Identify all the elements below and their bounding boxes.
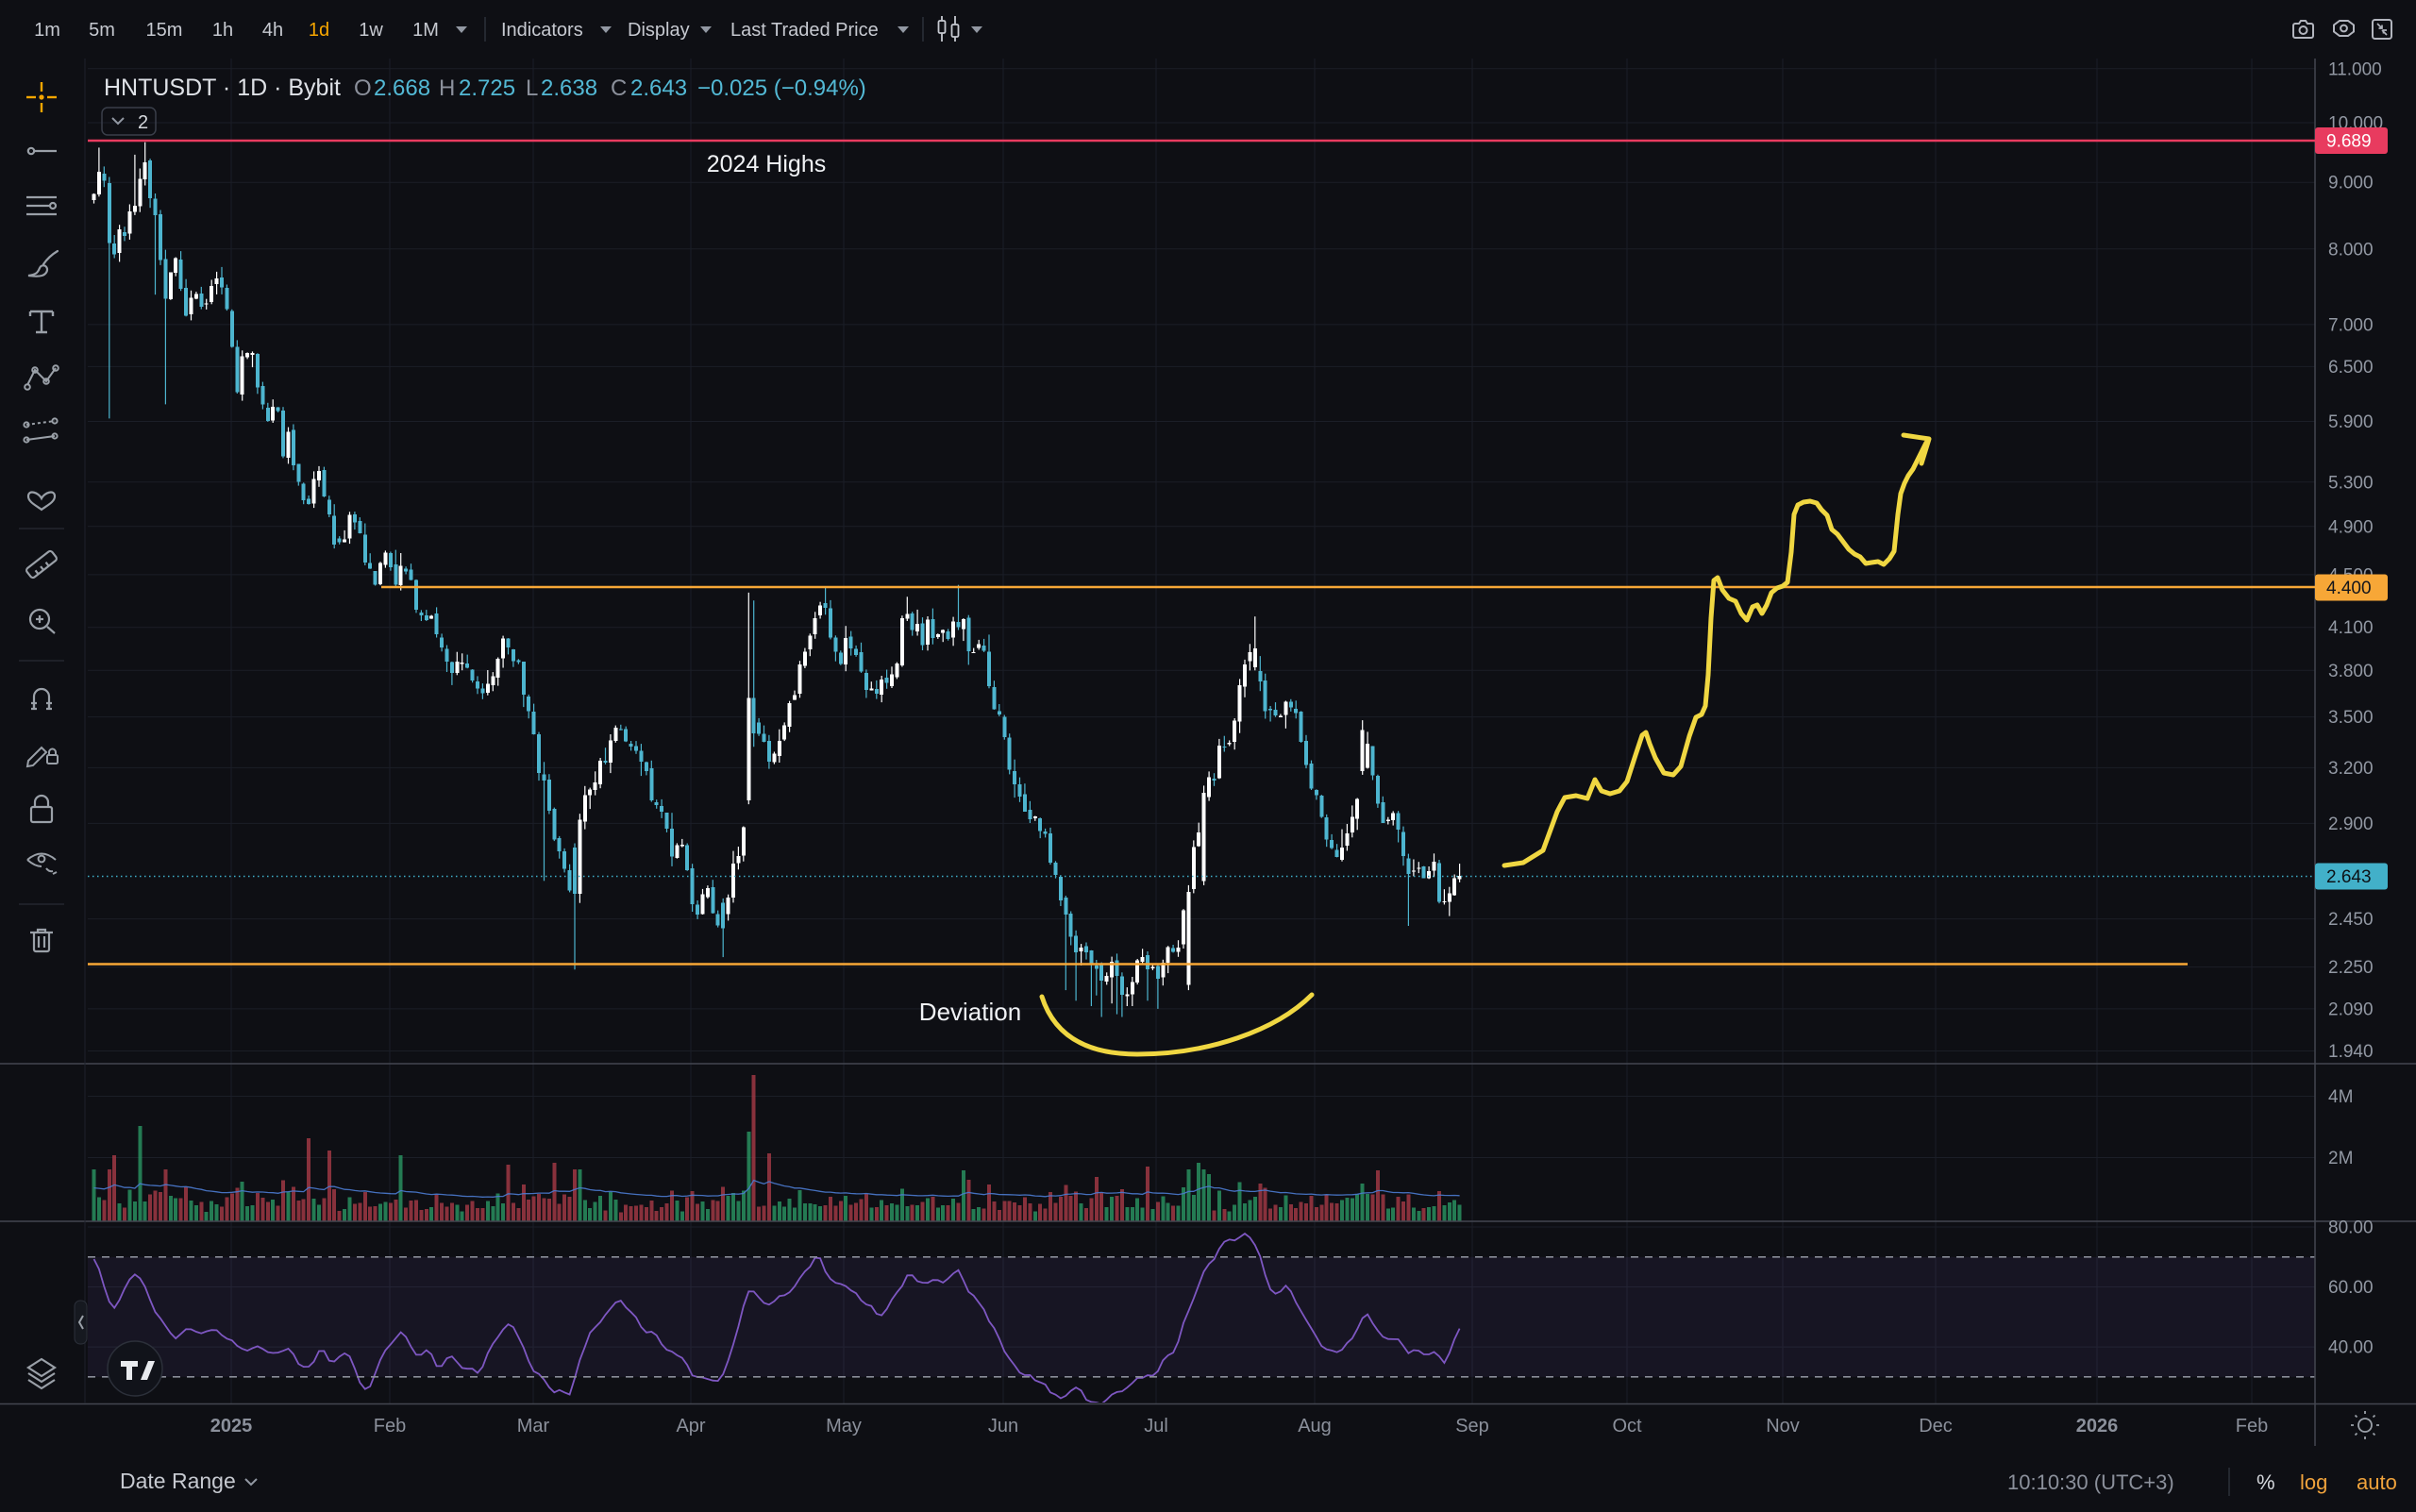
svg-text:4h: 4h — [262, 20, 283, 41]
svg-text:2.725: 2.725 — [459, 76, 515, 101]
svg-text:2.250: 2.250 — [2328, 958, 2374, 978]
svg-text:3.200: 3.200 — [2328, 759, 2374, 779]
svg-text:7.000: 7.000 — [2328, 315, 2374, 335]
svg-text:H: H — [439, 76, 455, 101]
svg-text:Indicators: Indicators — [501, 20, 583, 41]
svg-text:1M: 1M — [412, 20, 439, 41]
svg-text:2.900: 2.900 — [2328, 815, 2374, 834]
svg-text:15m: 15m — [146, 20, 183, 41]
svg-text:−0.025 (−0.94%): −0.025 (−0.94%) — [697, 76, 866, 101]
svg-text:8.000: 8.000 — [2328, 240, 2374, 260]
svg-text:Date Range: Date Range — [120, 1469, 236, 1493]
svg-text:HNTUSDT · 1D · Bybit: HNTUSDT · 1D · Bybit — [104, 75, 341, 101]
svg-text:2.450: 2.450 — [2328, 910, 2374, 930]
svg-text:80.00: 80.00 — [2328, 1218, 2374, 1238]
svg-text:2.643: 2.643 — [630, 76, 687, 101]
svg-text:Jul: Jul — [1144, 1416, 1168, 1436]
svg-text:1d: 1d — [309, 20, 329, 41]
svg-text:Deviation: Deviation — [919, 998, 1021, 1026]
svg-text:2: 2 — [138, 112, 148, 133]
svg-text:Feb: Feb — [374, 1416, 406, 1436]
svg-text:Jun: Jun — [988, 1416, 1018, 1436]
svg-text:2025: 2025 — [210, 1416, 253, 1436]
svg-text:May: May — [826, 1416, 862, 1436]
svg-text:60.00: 60.00 — [2328, 1278, 2374, 1298]
svg-text:2M: 2M — [2328, 1149, 2353, 1168]
svg-text:%: % — [2257, 1470, 2275, 1494]
svg-text:Nov: Nov — [1766, 1416, 1800, 1436]
svg-text:Aug: Aug — [1298, 1416, 1332, 1436]
svg-text:Sep: Sep — [1455, 1416, 1489, 1436]
svg-text:6.500: 6.500 — [2328, 358, 2374, 378]
svg-text:3.800: 3.800 — [2328, 662, 2374, 681]
svg-text:2026: 2026 — [2076, 1416, 2119, 1436]
svg-text:10:10:30 (UTC+3): 10:10:30 (UTC+3) — [2007, 1470, 2174, 1494]
svg-text:4.900: 4.900 — [2328, 517, 2374, 537]
svg-text:C: C — [611, 76, 627, 101]
svg-text:Apr: Apr — [676, 1416, 705, 1436]
svg-text:Mar: Mar — [517, 1416, 550, 1436]
svg-text:2.668: 2.668 — [374, 76, 430, 101]
svg-text:1m: 1m — [34, 20, 60, 41]
svg-text:40.00: 40.00 — [2328, 1338, 2374, 1358]
svg-text:Display: Display — [628, 20, 690, 41]
svg-text:5.900: 5.900 — [2328, 412, 2374, 432]
svg-text:5m: 5m — [89, 20, 115, 41]
svg-text:4.100: 4.100 — [2328, 618, 2374, 638]
svg-text:L: L — [526, 76, 538, 101]
svg-text:2.643: 2.643 — [2326, 867, 2372, 887]
svg-text:2.638: 2.638 — [541, 76, 597, 101]
svg-text:11.000: 11.000 — [2328, 59, 2382, 79]
svg-text:9.000: 9.000 — [2328, 174, 2374, 193]
svg-text:auto: auto — [2357, 1470, 2397, 1494]
svg-text:Dec: Dec — [1919, 1416, 1953, 1436]
svg-text:1.940: 1.940 — [2328, 1042, 2374, 1062]
svg-text:4M: 4M — [2328, 1087, 2353, 1107]
svg-text:Feb: Feb — [2236, 1416, 2268, 1436]
svg-text:O: O — [354, 76, 372, 101]
svg-text:2024 Highs: 2024 Highs — [707, 151, 826, 177]
svg-text:9.689: 9.689 — [2326, 132, 2372, 152]
svg-text:1w: 1w — [359, 20, 383, 41]
svg-text:1h: 1h — [212, 20, 233, 41]
svg-text:log: log — [2300, 1470, 2327, 1494]
svg-text:Oct: Oct — [1612, 1416, 1642, 1436]
svg-text:2.090: 2.090 — [2328, 1000, 2374, 1019]
svg-text:Last Traded Price: Last Traded Price — [730, 20, 879, 41]
svg-text:4.400: 4.400 — [2326, 579, 2372, 598]
svg-text:5.300: 5.300 — [2328, 473, 2374, 493]
svg-text:3.500: 3.500 — [2328, 708, 2374, 728]
